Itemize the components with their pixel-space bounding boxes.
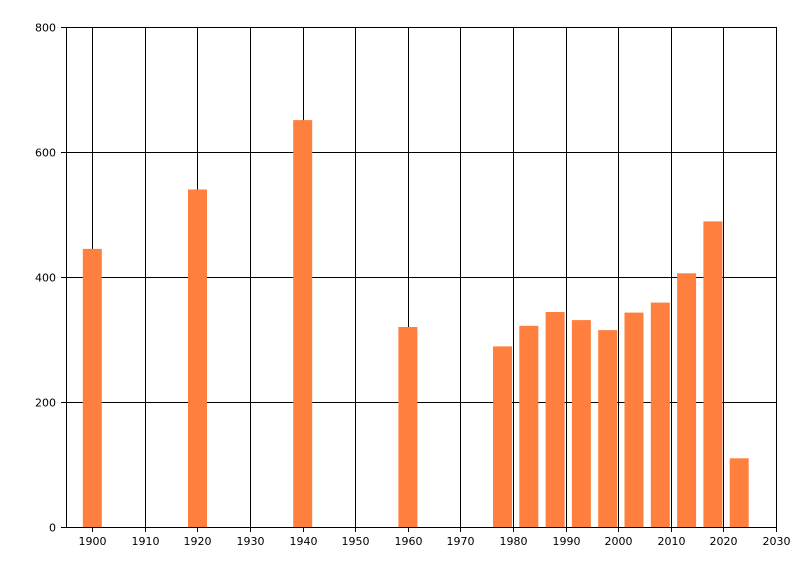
x-tick-label: 1920 — [184, 535, 212, 548]
x-tick-label: 2020 — [710, 535, 738, 548]
y-tick-label: 400 — [35, 272, 56, 285]
bar — [650, 302, 670, 527]
y-tick-label: 800 — [35, 22, 56, 35]
bar — [545, 312, 565, 527]
x-tick-label: 1950 — [342, 535, 370, 548]
bar — [729, 458, 749, 528]
x-tick-label: 1960 — [395, 535, 423, 548]
bar — [624, 312, 644, 527]
x-tick-label: 2000 — [605, 535, 633, 548]
bar — [398, 327, 418, 527]
axes — [66, 27, 776, 528]
bars — [82, 120, 749, 528]
bar — [598, 330, 618, 527]
bar — [677, 273, 697, 528]
x-tick-label: 1990 — [553, 535, 581, 548]
x-tick-label: 1910 — [132, 535, 160, 548]
bar — [571, 320, 591, 527]
bar — [519, 325, 539, 528]
y-axis-ticks: 0 200 400 600 800 — [35, 22, 56, 535]
bar — [703, 221, 723, 527]
x-tick-label: 1980 — [500, 535, 528, 548]
bar — [293, 120, 313, 527]
bar — [82, 248, 102, 527]
x-tick-label: 1940 — [290, 535, 318, 548]
x-tick-label: 1970 — [447, 535, 475, 548]
x-tick-label: 2010 — [658, 535, 686, 548]
bar — [188, 189, 207, 527]
y-tick-label: 200 — [35, 397, 56, 410]
y-tick-label: 0 — [49, 522, 56, 535]
bar — [493, 346, 512, 527]
x-tick-label: 2030 — [763, 535, 791, 548]
y-tick-label: 600 — [35, 147, 56, 160]
x-tick-label: 1930 — [237, 535, 265, 548]
x-axis-ticks: 1900 1910 1920 1930 1940 1950 1960 1970 1980 1990… — [79, 535, 791, 548]
grid-lines — [61, 27, 777, 532]
x-tick-label: 1900 — [79, 535, 107, 548]
